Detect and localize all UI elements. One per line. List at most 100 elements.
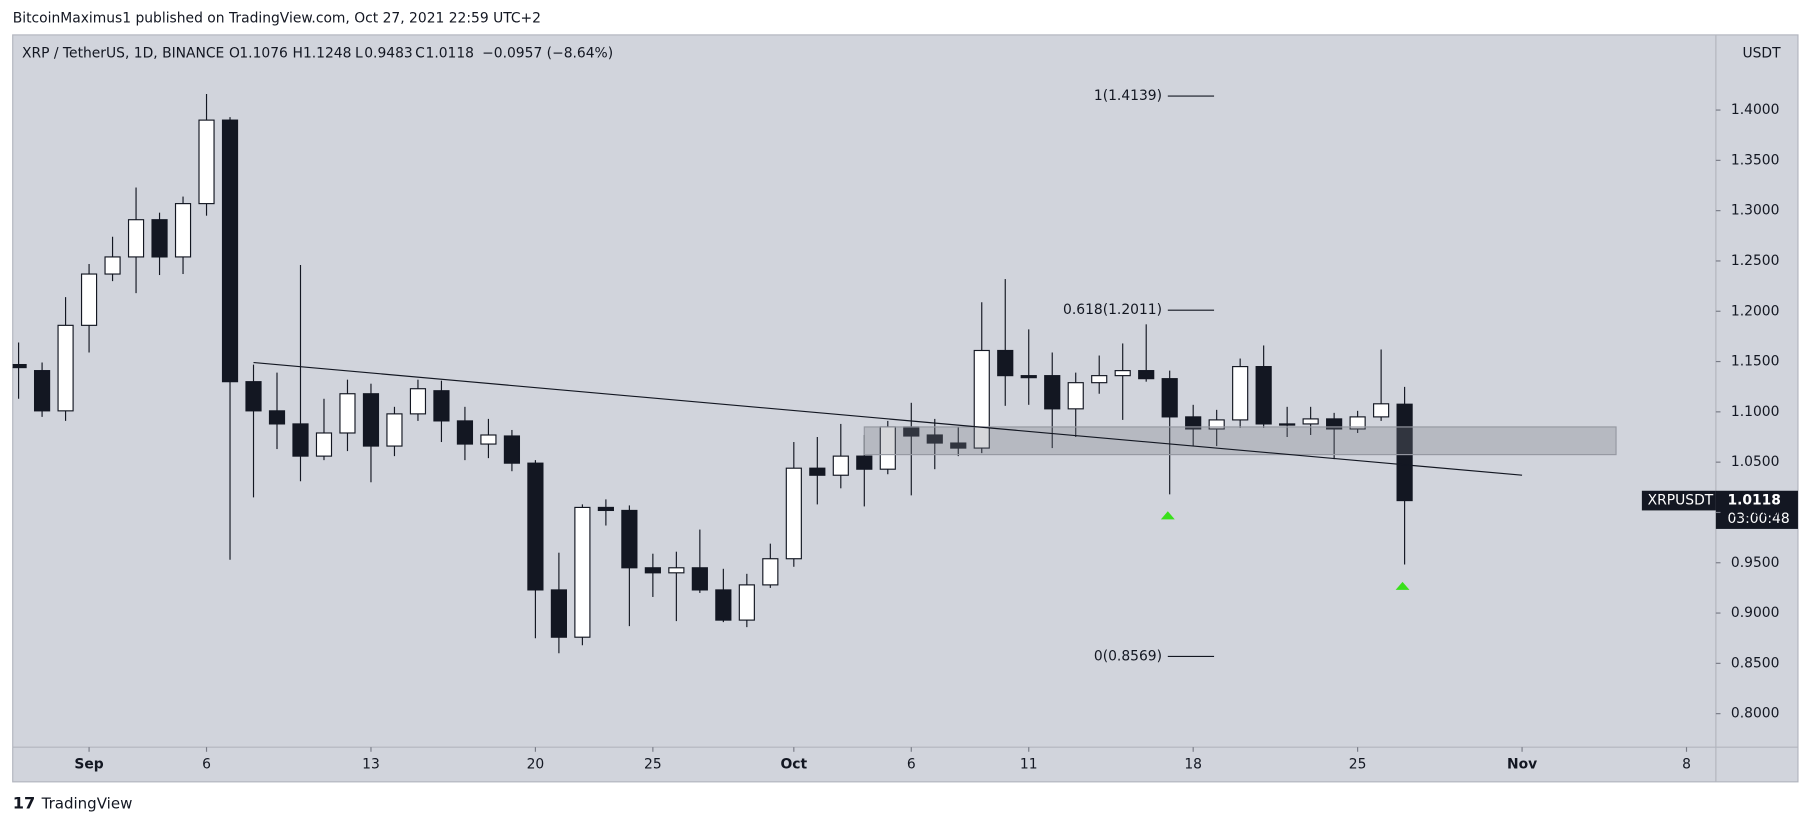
x-tick-label: 13: [362, 757, 380, 773]
y-tick-label: 0.9000: [1731, 605, 1780, 621]
candle-body: [1232, 366, 1249, 421]
y-tick-label: 1.2500: [1731, 253, 1780, 269]
y-tick-label: 1.4000: [1731, 102, 1780, 118]
byline: BitcoinMaximus1 published on TradingView…: [13, 11, 541, 27]
brand: 𝟭𝟳 TradingView: [13, 793, 133, 812]
brand-name: TradingView: [41, 794, 133, 812]
candle-body: [597, 506, 614, 512]
candle-body: [950, 442, 967, 449]
candle-body: [1138, 370, 1155, 380]
h-letter: H: [293, 45, 303, 61]
candle-body: [221, 119, 239, 383]
candle-body: [856, 455, 873, 470]
y-tick-label: 1.3500: [1731, 152, 1780, 168]
open-value: 1.1076: [239, 45, 288, 61]
candle-body: [386, 413, 403, 447]
fib-label: 0(0.8569): [1094, 648, 1162, 664]
fib-label: 1(1.4139): [1094, 88, 1162, 104]
candle-body: [315, 432, 333, 457]
candle-body: [1185, 416, 1202, 430]
x-tick-label: Oct: [781, 757, 808, 773]
candle-body: [691, 567, 708, 591]
l-letter: L: [355, 45, 363, 61]
y-tick-label: 1.0000: [1731, 504, 1780, 520]
c-letter: C: [415, 45, 425, 61]
candle-body: [973, 349, 990, 449]
x-tick-label: Sep: [74, 757, 103, 773]
x-tick-label: 18: [1184, 757, 1202, 773]
countdown: 03:00:48: [1727, 511, 1789, 527]
candle-body: [1067, 382, 1084, 410]
y-tick-label: 1.2000: [1731, 303, 1780, 319]
candle-body: [1302, 418, 1319, 425]
x-tick-label: 11: [1020, 757, 1038, 773]
candle-body: [1020, 375, 1037, 379]
candle-body: [621, 509, 638, 569]
candle-body: [1349, 416, 1366, 430]
x-tick-label: Nov: [1507, 757, 1537, 773]
candle-body: [268, 410, 286, 425]
candle-body: [527, 462, 544, 591]
fib-label: 0.618(1.2011): [1063, 302, 1162, 318]
candle-body: [339, 393, 356, 434]
candle-body: [1044, 375, 1061, 410]
candle-body: [1396, 403, 1413, 502]
ohlc-legend: O 1.1076 H 1.1248 L 0.9483 C 1.0118 −0.0…: [229, 45, 613, 61]
candle-body: [1326, 418, 1343, 430]
candle-body: [785, 467, 802, 560]
candle-body: [1161, 378, 1178, 418]
chart-frame: [12, 34, 1799, 783]
candle-body: [57, 324, 74, 412]
candle-body: [997, 349, 1014, 377]
candle-body: [292, 423, 309, 457]
candle-body: [738, 584, 755, 621]
brand-logo: 𝟭𝟳: [13, 793, 36, 812]
x-tick-label: 25: [1349, 757, 1367, 773]
arrow-marker: [1395, 581, 1410, 590]
candle-body: [480, 434, 497, 445]
candle-body: [198, 119, 215, 205]
o-letter: O: [229, 45, 240, 61]
candle-body: [550, 589, 567, 638]
price-tag: [1715, 490, 1798, 529]
x-tick-label: 6: [202, 757, 211, 773]
x-tick-label: 25: [644, 757, 662, 773]
close-value: 1.0118: [426, 45, 475, 61]
candle-body: [127, 219, 145, 258]
candle-body: [1279, 423, 1296, 426]
trendline: [253, 361, 1523, 476]
x-tick-label: 20: [527, 757, 545, 773]
candle-body: [644, 567, 661, 574]
candle-body: [1091, 375, 1108, 384]
high-value: 1.1248: [303, 45, 352, 61]
arrow-marker: [1160, 511, 1175, 520]
candle-body: [12, 363, 27, 369]
y-tick-label: 0.8000: [1731, 706, 1780, 722]
ticker: XRPUSDT: [1648, 493, 1714, 509]
currency: USDT: [1742, 45, 1781, 61]
low-value: 0.9483: [364, 45, 413, 61]
candle-body: [1114, 370, 1131, 377]
candle-body: [1373, 403, 1390, 418]
candle-body: [362, 393, 380, 447]
y-tick-label: 1.0500: [1731, 454, 1780, 470]
change: −0.0957 (−8.64%): [482, 45, 613, 61]
candle-body: [503, 435, 521, 464]
y-tick-label: 1.1500: [1731, 354, 1780, 370]
candle-body: [433, 390, 450, 422]
candle-body: [1208, 419, 1225, 430]
y-tick-label: 0.8500: [1731, 655, 1780, 671]
y-tick-label: 0.9500: [1731, 555, 1780, 571]
candle-body: [245, 381, 262, 412]
candle-body: [409, 388, 427, 415]
x-tick-label: 8: [1682, 757, 1691, 773]
symbol: XRP / TetherUS, 1D, BINANCE: [22, 45, 224, 61]
candle-body: [80, 273, 98, 326]
candle-body: [174, 203, 192, 258]
candle-body: [456, 420, 474, 445]
candle-body: [809, 467, 826, 476]
last-price: 1.0118: [1727, 493, 1780, 509]
ticker-tag: [1641, 490, 1716, 511]
